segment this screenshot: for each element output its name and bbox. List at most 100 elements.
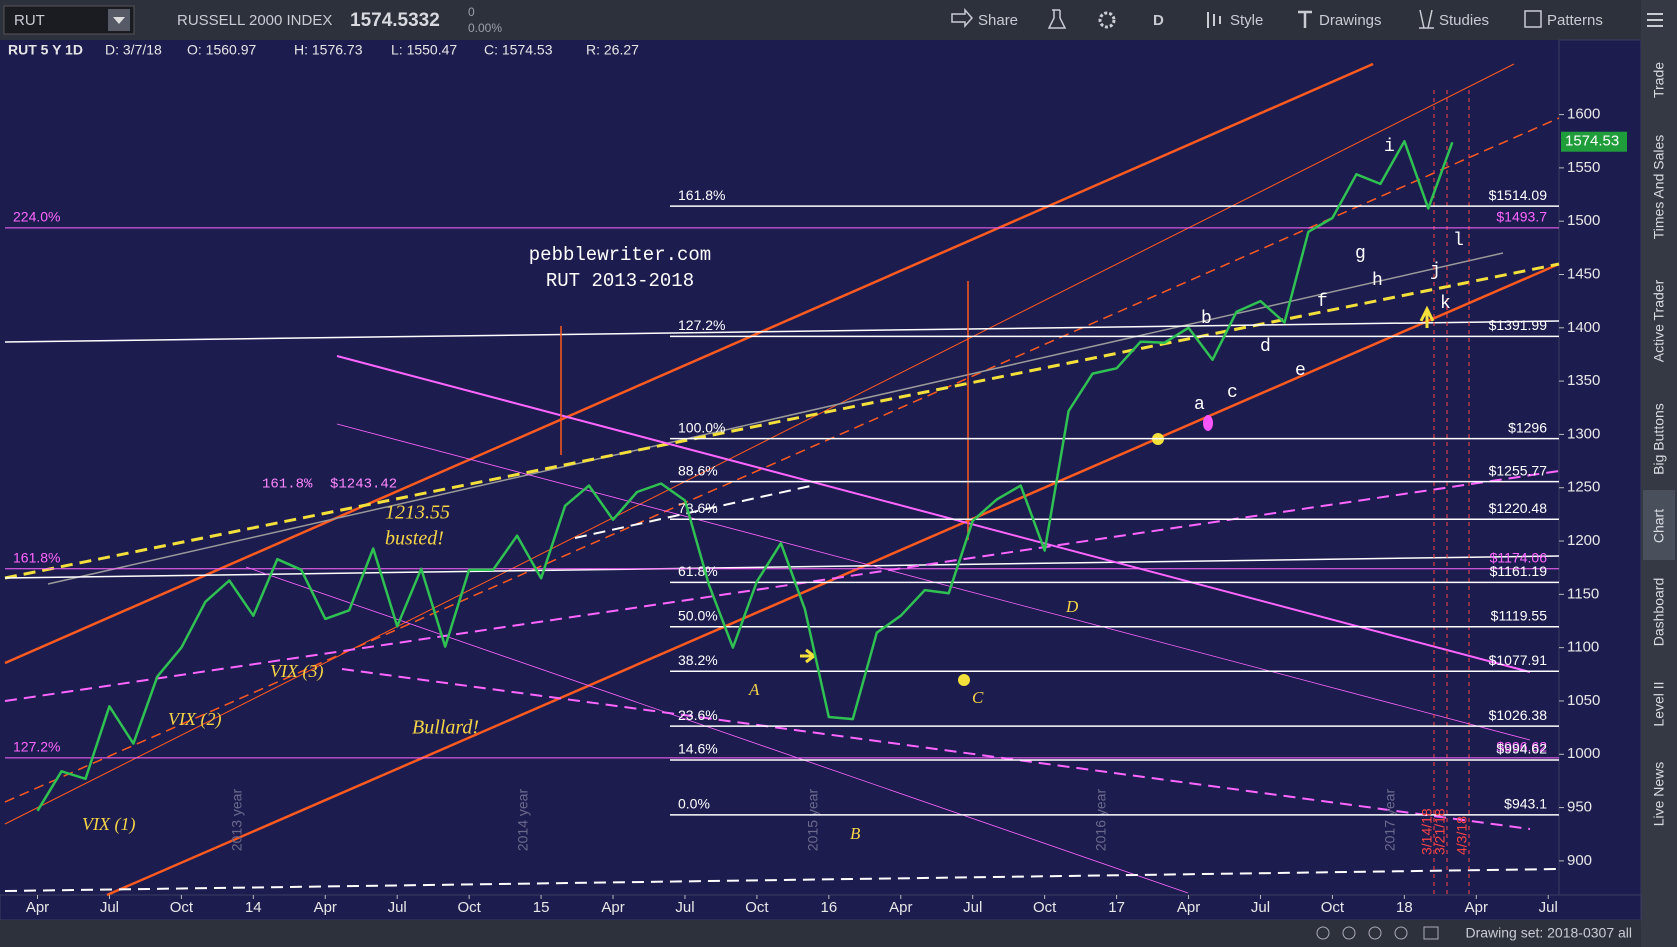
chart-title: pebblewriter.com (529, 244, 711, 266)
y-tick-label: 1550 (1567, 159, 1600, 176)
side-tab[interactable]: Times And Sales (1651, 135, 1667, 240)
side-tab[interactable]: Active Trader (1651, 279, 1667, 362)
level-price: $996.62 (1496, 739, 1547, 755)
year-label: 2017 year (1382, 789, 1398, 852)
annotation: VIX (2) (168, 709, 221, 730)
year-label: 2015 year (805, 789, 821, 852)
level-price: $1296 (1508, 419, 1547, 435)
x-tick-label: Jul (675, 899, 694, 916)
date-annotation: 3/21/18 (1432, 808, 1448, 855)
x-tick-label: Apr (601, 899, 624, 916)
level-price: $1161.19 (1490, 563, 1548, 579)
annotation: d (1260, 337, 1271, 357)
x-tick-label: Apr (314, 899, 337, 916)
trend-line (47, 252, 1504, 585)
x-tick-label: Oct (457, 899, 481, 916)
trend-line (4, 262, 1560, 580)
change-pct: 0.00% (468, 21, 502, 35)
annotation: f (1317, 292, 1328, 312)
side-tab[interactable]: Big Buttons (1651, 403, 1667, 475)
y-tick-label: 1350 (1567, 372, 1600, 389)
level-price: $943.1 (1504, 796, 1547, 812)
side-tab[interactable]: Trade (1651, 62, 1667, 98)
style-icon[interactable] (1207, 12, 1221, 28)
year-label: 2014 year (515, 789, 531, 852)
annotation: h (1372, 271, 1383, 291)
annotation: VIX (1) (82, 814, 135, 835)
info-symbol: RUT 5 Y 1D (8, 42, 83, 58)
level-ratio: 61.8% (678, 563, 718, 579)
annotation: VIX (3) (270, 661, 323, 682)
y-tick-label: 1150 (1567, 585, 1599, 602)
toolbar-button[interactable]: Share (978, 12, 1018, 29)
toolbar-button[interactable]: Studies (1439, 12, 1489, 29)
annotation: k (1440, 294, 1451, 314)
x-tick-label: Jul (963, 899, 982, 916)
menu-icon[interactable] (1647, 13, 1663, 27)
toolbar-button[interactable]: D (1153, 12, 1164, 29)
x-tick-label: Oct (745, 899, 769, 916)
x-tick-label: Apr (26, 899, 49, 916)
level-ratio: 38.2% (678, 652, 718, 668)
top-toolbar (0, 0, 1677, 40)
toolbar-button[interactable]: Style (1230, 12, 1263, 29)
y-tick-label: 1600 (1567, 106, 1600, 123)
zoom-button[interactable] (1342, 926, 1356, 940)
trend-line (4, 117, 1560, 803)
last-price-box (1561, 131, 1627, 152)
zoom-button[interactable] (1394, 926, 1408, 940)
level-ratio: 100.0% (678, 419, 725, 435)
year-label: 2013 year (229, 789, 245, 852)
price-line (36, 139, 1454, 812)
year-label: 2016 year (1093, 789, 1109, 852)
x-tick-label: Oct (1033, 899, 1057, 916)
x-tick-label: Apr (1177, 899, 1200, 916)
y-tick-label: 1500 (1567, 212, 1600, 229)
y-tick-label: 1250 (1567, 479, 1600, 496)
arrow (1419, 305, 1435, 328)
annotation: e (1295, 361, 1306, 381)
y-tick-label: 1100 (1567, 639, 1599, 656)
side-tab[interactable]: Chart (1651, 509, 1667, 543)
x-tick-label: Jul (100, 899, 119, 916)
drawings-icon[interactable] (1298, 10, 1312, 28)
zoom-button[interactable] (1423, 926, 1439, 940)
side-tab-bar (1641, 0, 1677, 947)
flask-icon[interactable] (1047, 9, 1067, 29)
side-tab[interactable]: Live News (1651, 762, 1667, 827)
level-price: $1174.06 (1490, 549, 1548, 565)
info-open: O: 1560.97 (187, 42, 256, 58)
share-icon[interactable] (951, 8, 973, 28)
symbol[interactable]: RUT (14, 12, 45, 29)
annotation: a (1194, 395, 1205, 415)
marker-dot (958, 674, 970, 686)
patterns-icon[interactable] (1524, 10, 1542, 28)
marker-dot (1203, 415, 1213, 431)
annotation: g (1355, 244, 1366, 264)
gear-icon[interactable] (1098, 11, 1116, 29)
x-tick-label: Jul (1251, 899, 1270, 916)
y-tick-label: 950 (1567, 799, 1592, 816)
x-tick-label: 14 (245, 899, 262, 916)
level-price: $994.62 (1496, 741, 1547, 757)
annotation: $1243.42 (330, 477, 397, 493)
bottom-toolbar (0, 920, 1641, 947)
trend-line (574, 484, 816, 539)
side-tab[interactable]: Dashboard (1651, 578, 1667, 647)
change: 0 (468, 5, 475, 19)
level-ratio: 0.0% (678, 796, 710, 812)
date-annotation: 4/3/18 (1454, 816, 1470, 855)
zoom-button[interactable] (1368, 926, 1382, 940)
trend-line (245, 566, 1189, 894)
toolbar-icons (951, 8, 1663, 29)
x-tick-label: 17 (1108, 899, 1125, 916)
annotation: D (1065, 597, 1079, 616)
toolbar-button[interactable]: Patterns (1547, 12, 1603, 29)
zoom-button[interactable] (1316, 926, 1330, 940)
drawing-set: Drawing set: 2018-0307 all (1465, 925, 1632, 941)
side-tab[interactable]: Level II (1651, 681, 1667, 726)
studies-icon[interactable] (1419, 9, 1434, 29)
level-ratio: 161.8% (13, 549, 60, 565)
active-tab[interactable] (1643, 490, 1675, 560)
toolbar-button[interactable]: Drawings (1319, 12, 1382, 29)
